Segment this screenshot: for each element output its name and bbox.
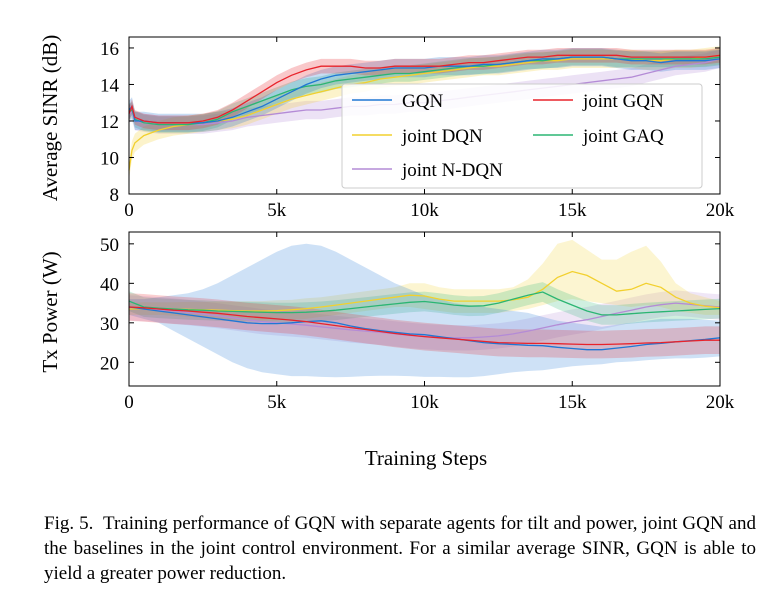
x-tick-label: 0: [124, 200, 134, 221]
line-gqn: [128, 56, 721, 124]
band-joint-dqn: [129, 239, 720, 321]
x-tick-label: 10k: [410, 392, 439, 413]
x-tick-label: 5k: [267, 200, 287, 221]
power-y-axis-label: Tx Power (W): [38, 251, 62, 372]
legend-label: GQN: [402, 91, 443, 112]
power-plot-area: 0 5k 10k 15k 20k 20 30 40 50: [100, 231, 735, 413]
y-tick-label: 16: [100, 39, 119, 60]
band-joint-n-dqn: [129, 49, 720, 134]
line-joint-dqn: [128, 270, 721, 312]
legend-label: joint GQN: [582, 91, 664, 112]
sinr-y-axis-label: Average SINR (dB): [38, 35, 62, 201]
band-gqn: [129, 48, 720, 132]
y-tick-label: 40: [100, 274, 119, 295]
x-tick-label: 5k: [267, 392, 287, 413]
legend-item-joint-gqn: joint GQN: [533, 91, 664, 112]
x-tick-label: 20k: [706, 200, 735, 221]
line-joint-gqn: [128, 54, 721, 124]
band-joint-gqn: [129, 293, 720, 359]
legend-item-joint-gaq: joint GAQ: [533, 126, 664, 147]
legend-box: [341, 83, 703, 189]
x-tick-label: 0: [124, 392, 134, 413]
figure-canvas: Average SINR (dB) 0 5k 10k 15k 20k 8 10 12 14 16 G…: [38, 35, 735, 470]
y-tick-label: 20: [100, 353, 119, 374]
band-joint-gqn: [129, 48, 720, 131]
x-tick-label: 20k: [706, 392, 735, 413]
y-tick-label: 8: [110, 185, 120, 206]
legend-item-joint-n-dqn: joint N-DQN: [352, 160, 503, 181]
x-tick-label: 10k: [410, 200, 439, 221]
y-tick-label: 12: [100, 112, 119, 133]
sinr-panel: Average SINR (dB) 0 5k 10k 15k 20k 8 10 12 14 16 G…: [38, 35, 735, 221]
y-tick-label: 10: [100, 148, 119, 169]
y-tick-label: 14: [100, 75, 120, 96]
line-gqn: [128, 306, 721, 351]
legend-label: joint DQN: [401, 126, 483, 147]
x-tick-label: 15k: [558, 392, 587, 413]
band-joint-n-dqn: [129, 290, 720, 351]
sinr-plot-area: 0 5k 10k 15k 20k 8 10 12 14 16 GQN joint GQN joint D…: [100, 36, 735, 221]
legend: GQN joint GQN joint DQN joint GAQ joint N-DQ…: [341, 83, 703, 189]
training-steps-x-axis-label: Training Steps: [365, 446, 487, 470]
line-joint-gqn: [128, 306, 720, 346]
x-tick-label: 15k: [558, 200, 587, 221]
legend-label: joint N-DQN: [401, 160, 503, 181]
power-panel: Tx Power (W) 0 5k 10k 15k 20k 20 30 40 50 Traini…: [38, 231, 735, 470]
legend-item-joint-dqn: joint DQN: [352, 126, 483, 147]
caption-label: Fig. 5.: [44, 513, 94, 534]
y-tick-label: 50: [100, 235, 119, 256]
legend-label: joint GAQ: [582, 126, 664, 147]
legend-item-gqn: GQN: [352, 91, 443, 112]
caption-text: Training performance of GQN with separat…: [44, 513, 756, 584]
line-joint-gaq: [128, 291, 721, 316]
band-joint-gaq: [129, 282, 720, 325]
figure-caption: Fig. 5. Training performance of GQN with…: [44, 511, 756, 586]
y-tick-label: 30: [100, 314, 119, 335]
